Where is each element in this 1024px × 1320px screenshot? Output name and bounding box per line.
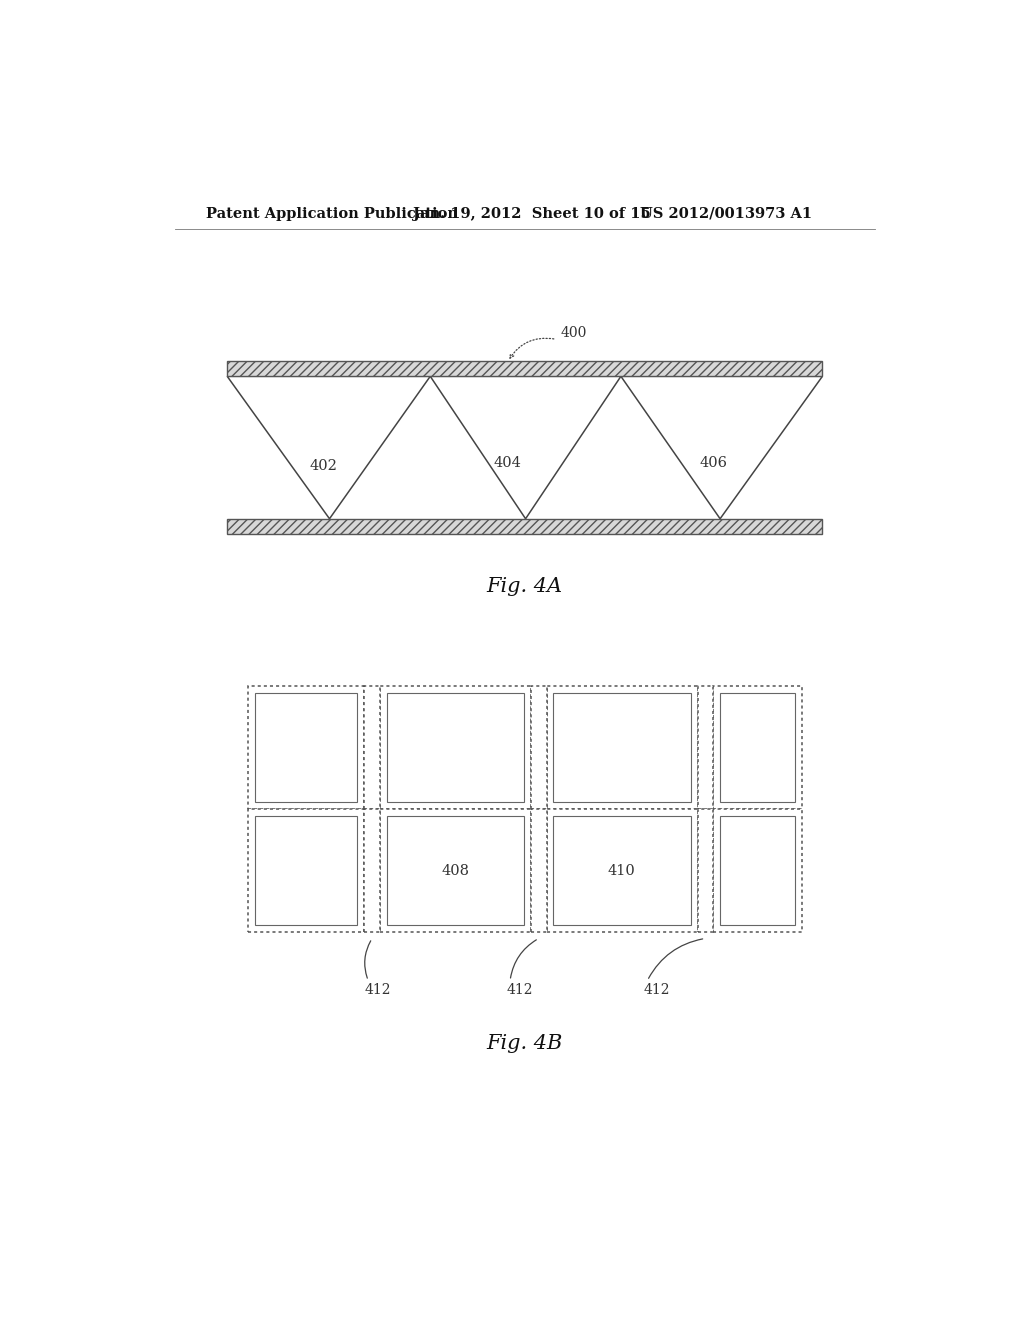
FancyArrowPatch shape (648, 939, 702, 978)
Text: 402: 402 (309, 459, 337, 474)
FancyArrowPatch shape (511, 940, 537, 978)
Text: Jan. 19, 2012  Sheet 10 of 15: Jan. 19, 2012 Sheet 10 of 15 (414, 207, 651, 220)
Text: 406: 406 (699, 455, 727, 470)
Bar (547, 686, 697, 809)
FancyArrowPatch shape (365, 941, 371, 978)
Text: Fig. 4A: Fig. 4A (486, 577, 563, 597)
Bar (248, 686, 365, 809)
Bar (380, 686, 531, 809)
Text: 400: 400 (560, 326, 587, 341)
Bar (365, 686, 380, 809)
Bar (697, 686, 713, 809)
Text: 412: 412 (506, 983, 532, 997)
Text: Fig. 4B: Fig. 4B (486, 1035, 563, 1053)
FancyArrowPatch shape (510, 338, 554, 358)
Bar (227, 360, 822, 376)
Bar (365, 809, 380, 932)
Text: Patent Application Publication: Patent Application Publication (206, 207, 458, 220)
Bar (387, 816, 524, 925)
Text: 404: 404 (494, 455, 521, 470)
Text: US 2012/0013973 A1: US 2012/0013973 A1 (640, 207, 812, 220)
Bar (547, 809, 697, 932)
Bar (697, 809, 713, 932)
Bar (554, 816, 690, 925)
Bar (531, 686, 547, 809)
Bar (713, 686, 802, 809)
Text: 412: 412 (365, 983, 391, 997)
Bar (248, 809, 365, 932)
Bar (720, 693, 796, 803)
Bar (720, 816, 796, 925)
Bar (227, 519, 822, 535)
Bar (387, 693, 524, 803)
Bar (531, 809, 547, 932)
Text: 408: 408 (441, 863, 469, 878)
Bar (255, 693, 357, 803)
Text: 412: 412 (643, 983, 670, 997)
Bar (713, 809, 802, 932)
Bar (554, 693, 690, 803)
Text: 410: 410 (608, 863, 636, 878)
Bar (255, 816, 357, 925)
Bar (380, 809, 531, 932)
